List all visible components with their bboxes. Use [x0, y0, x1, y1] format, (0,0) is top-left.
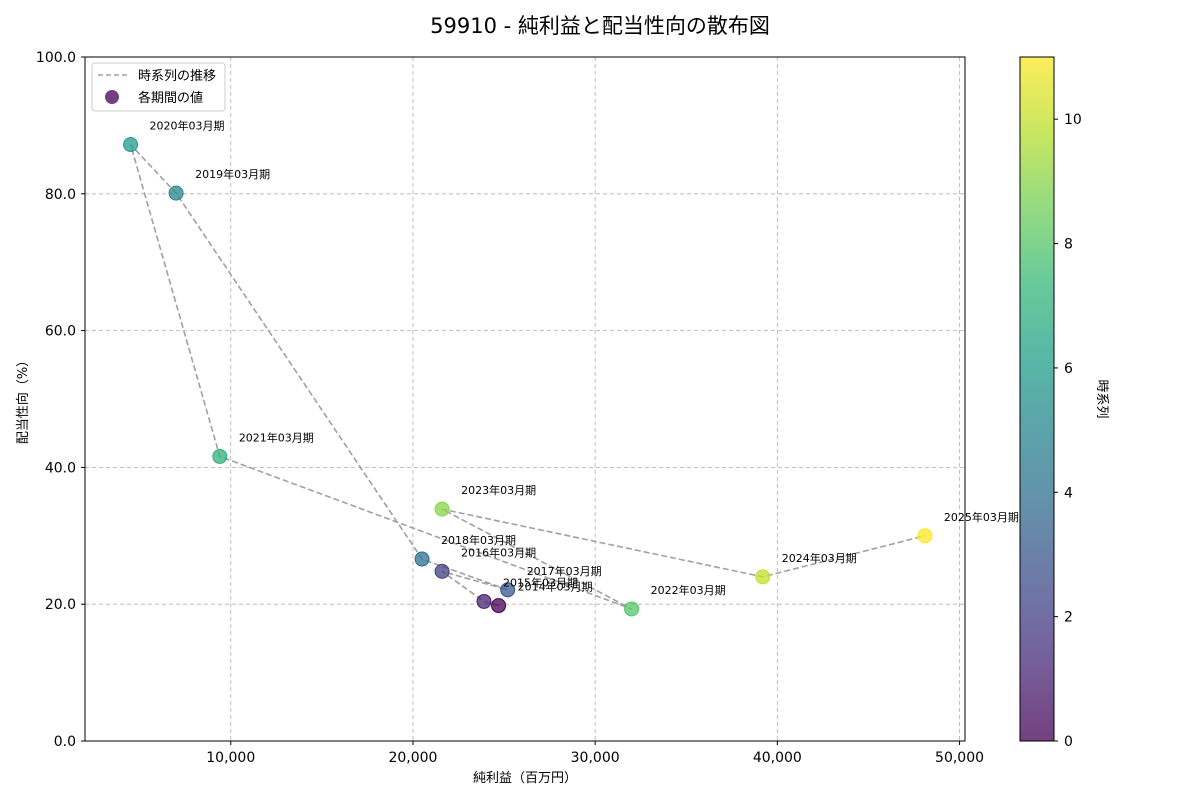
- plot-frame: [84, 56, 966, 742]
- colorbar-tick-label: 6: [1064, 361, 1073, 377]
- colorbar-tick-label: 2: [1064, 610, 1073, 626]
- x-axis-label: 純利益（百万円）: [473, 771, 577, 786]
- point-label: 2023年03月期: [461, 483, 536, 497]
- point-label: 2024年03月期: [782, 551, 857, 565]
- data-point: [434, 501, 450, 517]
- x-tick-label: 30,000: [571, 750, 620, 766]
- legend-marker-swatch: [105, 90, 119, 104]
- y-tick-label: 80.0: [45, 187, 76, 203]
- y-tick-label: 100.0: [36, 50, 76, 66]
- chart-title: 59910 - 純利益と配当性向の散布図: [430, 14, 770, 38]
- data-point: [491, 598, 507, 614]
- colorbar: [1019, 56, 1055, 742]
- legend-marker-label: 各期間の値: [138, 90, 203, 106]
- point-label: 2025年03月期: [944, 510, 1019, 524]
- data-point: [917, 528, 933, 544]
- data-point: [434, 563, 450, 579]
- y-axis-ticks: 0.0 20.0 40.0 60.0 80.0 100.0: [36, 50, 85, 750]
- data-point: [123, 137, 139, 153]
- y-tick-label: 60.0: [45, 324, 76, 340]
- colorbar-tick-label: 0: [1064, 734, 1073, 750]
- point-label: 2021年03月期: [239, 430, 314, 444]
- data-point: [755, 569, 771, 585]
- point-label: 2019年03月期: [195, 167, 270, 181]
- data-point: [476, 593, 492, 609]
- y-tick-label: 0.0: [54, 734, 76, 750]
- x-tick-label: 10,000: [206, 750, 255, 766]
- point-label: 2017年03月期: [527, 564, 602, 578]
- points-layer: [123, 137, 933, 617]
- point-label: 2018年03月期: [441, 533, 516, 547]
- legend: 時系列の推移 各期間の値: [91, 62, 226, 112]
- x-axis-ticks: 10,000 20,000 30,000 40,000 50,000: [206, 741, 984, 766]
- point-label: 2014年03月期: [518, 580, 593, 594]
- x-tick-label: 20,000: [388, 750, 437, 766]
- point-label: 2016年03月期: [461, 545, 536, 559]
- data-point: [414, 551, 430, 567]
- grid-layer: [85, 56, 965, 742]
- legend-line-label: 時系列の推移: [138, 69, 216, 84]
- colorbar-ticks: 0 2 4 6 8 10: [1054, 112, 1082, 750]
- data-point: [624, 601, 640, 617]
- colorbar-tick-label: 10: [1064, 112, 1082, 128]
- trend-line: [129, 144, 926, 610]
- point-label: 2020年03月期: [150, 119, 225, 133]
- colorbar-tick-label: 4: [1064, 485, 1073, 501]
- x-tick-label: 40,000: [753, 750, 802, 766]
- y-tick-label: 40.0: [45, 460, 76, 476]
- data-point: [168, 185, 184, 201]
- y-tick-label: 20.0: [45, 597, 76, 613]
- trend-line-layer: [129, 144, 926, 610]
- data-point: [212, 448, 228, 464]
- point-label: 2022年03月期: [651, 583, 726, 597]
- data-point: [500, 582, 516, 598]
- point-label: 2015年03月期: [503, 575, 578, 589]
- y-axis-label: 配当性向（%）: [15, 354, 31, 444]
- colorbar-tick-label: 8: [1064, 237, 1073, 253]
- x-tick-label: 50,000: [935, 750, 984, 766]
- colorbar-label: 時系列: [1094, 379, 1109, 418]
